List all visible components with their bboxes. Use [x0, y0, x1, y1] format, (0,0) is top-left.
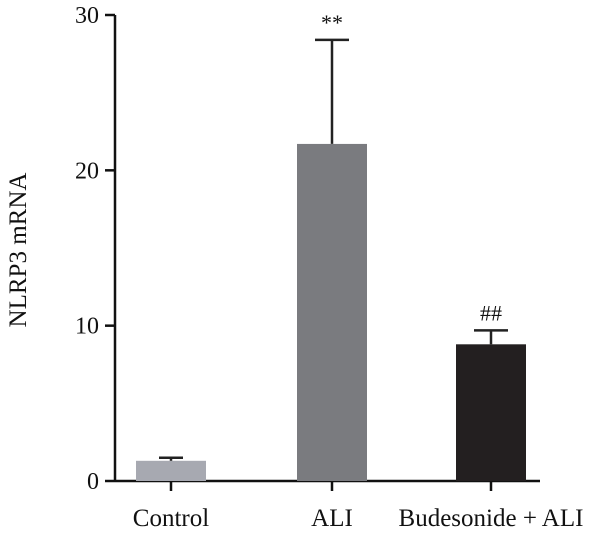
x-tick-label: Control [133, 505, 209, 532]
bar-budesonide-ali [456, 344, 526, 481]
significance-label: ## [480, 300, 502, 325]
y-axis: 0 10 20 30 [75, 3, 117, 495]
y-tick-label: 20 [75, 158, 99, 184]
x-tick-label: Budesonide + ALI [399, 505, 584, 532]
bars [136, 143, 526, 481]
significance-label: ** [321, 10, 343, 35]
x-axis: Control ALI Budesonide + ALI [115, 479, 584, 532]
y-tick-label: 10 [75, 314, 99, 340]
bar-control [136, 460, 206, 481]
y-tick-label: 0 [87, 469, 99, 495]
y-axis-title: NLRP3 mRNA [5, 173, 32, 328]
error-bars [159, 38, 508, 461]
significance-labels: ** ## [321, 10, 502, 325]
bar-ali [297, 143, 367, 481]
y-tick-label: 30 [75, 3, 99, 29]
x-tick-label: ALI [311, 505, 353, 532]
